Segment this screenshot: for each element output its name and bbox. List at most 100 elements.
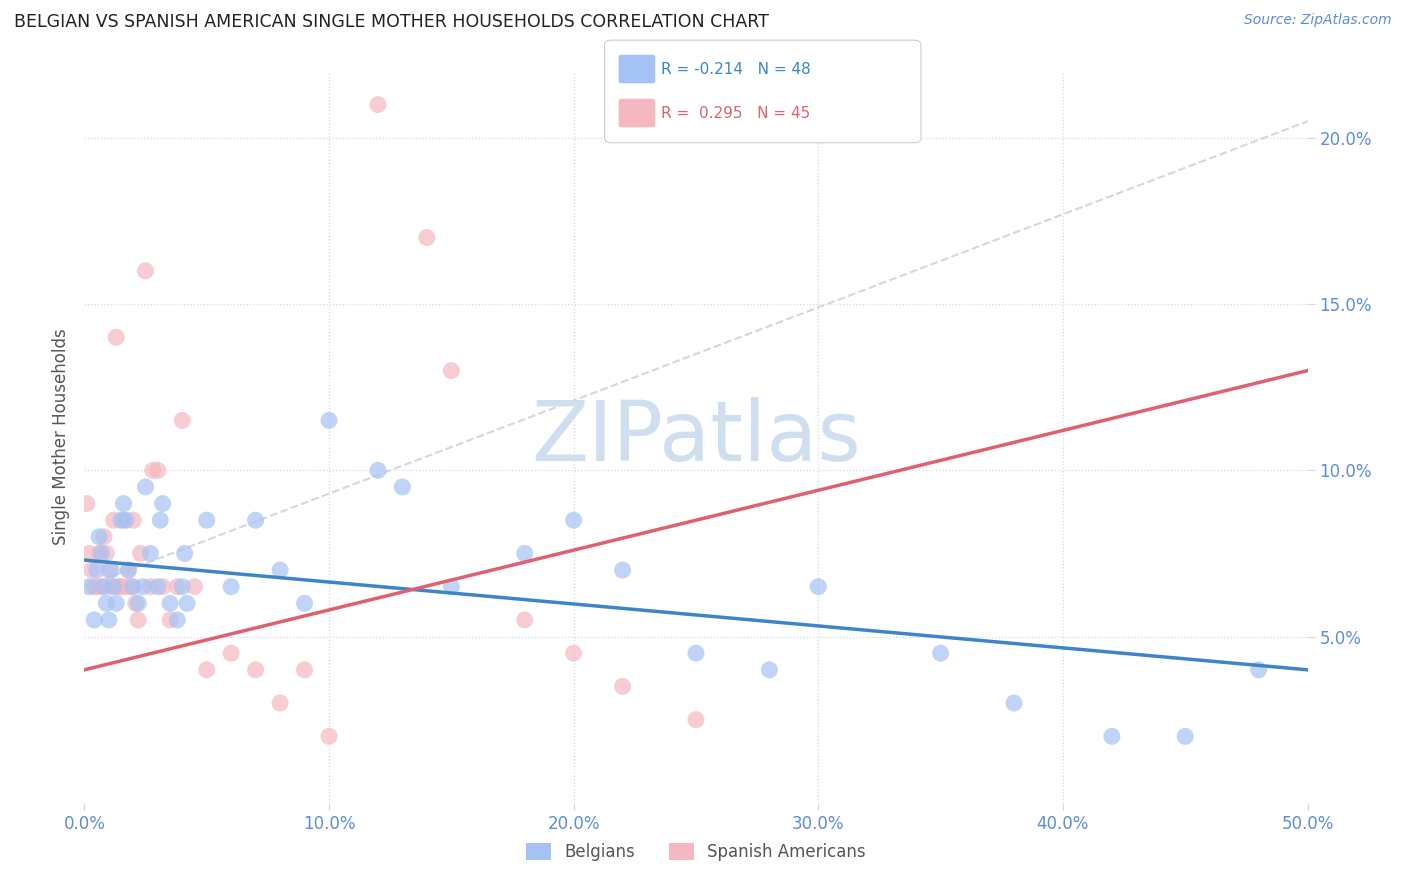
Legend: Belgians, Spanish Americans: Belgians, Spanish Americans [520,836,872,868]
Point [83,613,105,627]
Point [219,580,242,594]
Point [172,413,194,427]
Point [125,596,148,610]
Point [115,513,138,527]
Point [87,546,110,560]
Point [132,580,155,594]
Point [112,497,135,511]
Point [245,513,267,527]
Point [139,546,162,560]
Point [152,497,174,511]
Point [183,580,205,594]
Point [83,580,105,594]
Point [110,513,132,527]
Point [318,413,340,427]
Point [142,463,165,477]
Point [1174,729,1197,743]
Point [159,613,181,627]
Point [100,563,122,577]
Point [391,480,413,494]
Point [219,646,242,660]
Point [139,580,162,594]
Point [166,580,188,594]
Point [513,613,536,627]
Point [195,663,218,677]
Point [146,580,169,594]
Point [1247,663,1270,677]
Point [318,729,340,743]
Point [367,463,389,477]
Point [110,580,132,594]
Point [685,646,707,660]
Point [103,513,125,527]
Point [80,563,103,577]
Point [195,513,218,527]
Point [146,463,169,477]
Point [758,663,780,677]
Point [612,680,634,694]
Point [172,580,194,594]
Point [117,563,139,577]
Point [440,363,463,377]
Point [166,613,188,627]
Point [90,546,112,560]
Text: R = -0.214   N = 48: R = -0.214 N = 48 [661,62,811,77]
Text: Source: ZipAtlas.com: Source: ZipAtlas.com [1244,13,1392,28]
Point [96,596,118,610]
Point [416,230,439,244]
Point [76,497,98,511]
Point [1101,729,1123,743]
Point [269,563,291,577]
Point [245,663,267,677]
Point [127,596,149,610]
Point [440,580,463,594]
Point [77,580,100,594]
Point [86,563,108,577]
Point [115,580,138,594]
Point [152,580,174,594]
Point [807,580,830,594]
Point [294,596,316,610]
Point [159,596,181,610]
Point [105,330,128,344]
Text: R =  0.295   N = 45: R = 0.295 N = 45 [661,105,810,120]
Point [117,563,139,577]
Point [294,663,316,677]
Point [87,530,110,544]
Point [1002,696,1025,710]
Point [120,580,142,594]
Point [96,546,118,560]
Point [127,613,149,627]
Point [97,613,120,627]
Point [107,580,129,594]
Point [135,480,157,494]
Point [93,580,115,594]
Point [562,646,585,660]
Point [685,713,707,727]
Point [129,546,152,560]
Point [367,97,389,112]
Point [149,513,172,527]
Point [90,580,112,594]
Point [173,546,195,560]
Point [929,646,952,660]
Point [122,513,145,527]
Point [562,513,585,527]
Point [93,530,115,544]
Point [135,264,157,278]
Point [176,596,198,610]
Point [122,580,145,594]
Text: BELGIAN VS SPANISH AMERICAN SINGLE MOTHER HOUSEHOLDS CORRELATION CHART: BELGIAN VS SPANISH AMERICAN SINGLE MOTHE… [14,13,769,31]
Point [86,580,108,594]
Point [112,513,135,527]
Y-axis label: Single Mother Households: Single Mother Households [52,329,70,545]
Point [269,696,291,710]
Point [103,580,125,594]
Point [77,546,100,560]
Text: ZIPatlas: ZIPatlas [531,397,860,477]
Point [97,563,120,577]
Point [513,546,536,560]
Point [100,580,122,594]
Point [612,563,634,577]
Point [105,596,128,610]
